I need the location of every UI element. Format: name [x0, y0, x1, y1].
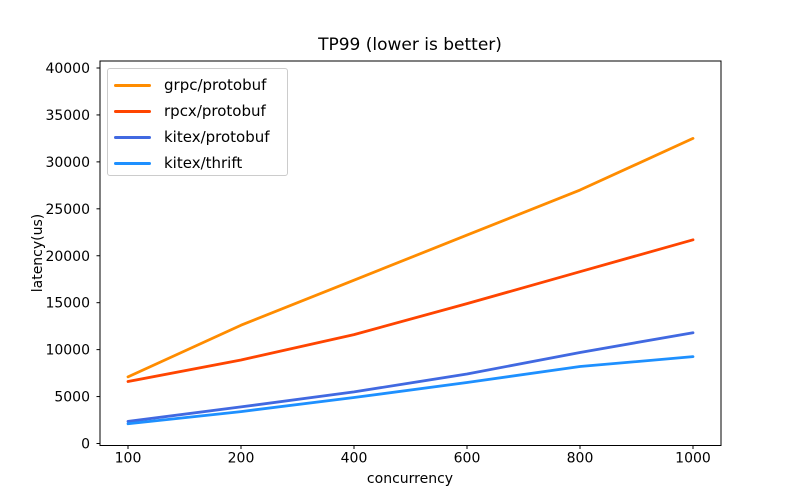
legend-item: kitex/thrift [114, 150, 287, 176]
x-tick-label: 400 [341, 451, 368, 467]
y-tick-label: 10000 [45, 343, 90, 359]
legend-label: kitex/protobuf [164, 128, 270, 146]
x-tick-label: 1000 [675, 451, 711, 467]
legend-line-swatch [114, 83, 151, 87]
y-tick-label: 15000 [45, 296, 90, 312]
legend-item: rpcx/protobuf [114, 98, 287, 124]
series-line-rpcx-protobuf [126, 238, 695, 383]
x-tick-label: 100 [115, 451, 142, 467]
x-tick-label: 200 [228, 451, 255, 467]
legend-line-swatch [114, 161, 151, 165]
x-axis-label: concurrency [366, 471, 454, 487]
y-tick-label: 20000 [45, 249, 90, 265]
legend-label: kitex/thrift [164, 154, 243, 172]
legend-line-swatch [114, 109, 151, 113]
legend-label: rpcx/protobuf [164, 102, 266, 120]
x-tick-label: 600 [454, 451, 481, 467]
y-tick-label: 40000 [45, 61, 90, 77]
legend-item: grpc/protobuf [114, 72, 287, 98]
y-tick-label: 5000 [54, 390, 90, 406]
legend: grpc/protobuf rpcx/protobuf kitex/protobuf… [107, 68, 288, 176]
series-line-grpc-protobuf [126, 137, 695, 379]
y-tick-label: 35000 [45, 108, 90, 124]
y-axis-label: latency(us) [30, 213, 46, 293]
axes-frame [99, 60, 722, 446]
legend-label: grpc/protobuf [164, 76, 267, 94]
y-tick-label: 0 [81, 437, 90, 453]
y-tick-label: 30000 [45, 155, 90, 171]
y-tick-label: 25000 [45, 202, 90, 218]
series-line-kitex-protobuf [126, 331, 695, 423]
legend-line-swatch [114, 135, 151, 139]
series-line-kitex-thrift [126, 355, 695, 426]
legend-item: kitex/protobuf [114, 124, 287, 150]
chart-title: TP99 (lower is better) [318, 35, 502, 55]
x-tick-label: 800 [567, 451, 594, 467]
